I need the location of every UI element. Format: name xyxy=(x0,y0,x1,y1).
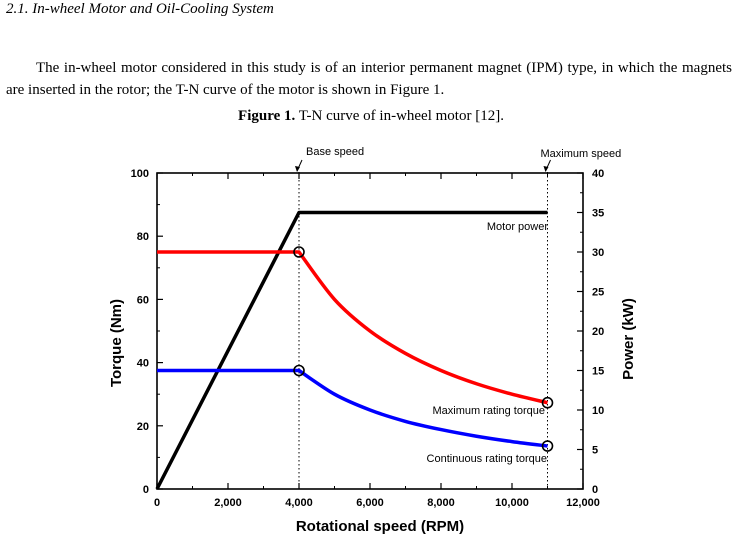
chart-axes xyxy=(156,172,584,490)
y-tick-label: 20 xyxy=(137,421,149,433)
series-line xyxy=(157,250,548,405)
annotation-base-speed: Base speed xyxy=(306,146,364,158)
figure-label: Figure 1. xyxy=(238,108,296,124)
y2-tick-label: 5 xyxy=(592,445,598,457)
annotation-motor-power: Motor power xyxy=(487,221,548,233)
reference-lines xyxy=(295,159,551,489)
x-axis-title: Rotational speed (RPM) xyxy=(296,518,464,535)
data-marker xyxy=(541,440,554,452)
reference-arrow-head xyxy=(543,166,549,172)
y2-tick-label: 20 xyxy=(592,326,604,338)
x-tick-label: 6,000 xyxy=(356,497,384,509)
x-tick-label: 10,000 xyxy=(495,497,529,509)
annotation-cont-torque: Continuous rating torque xyxy=(427,453,547,465)
body-paragraph: The in-wheel motor considered in this st… xyxy=(6,60,732,98)
y-axis-title: Torque (Nm) xyxy=(108,299,125,387)
data-marker xyxy=(293,246,305,258)
x-tick-label: 12,000 xyxy=(566,497,600,509)
y-tick-label: 0 xyxy=(143,484,149,496)
chart-labels: 0 2,000 4,000 6,000 8,000 10,000 12,0000204060… xyxy=(108,146,637,535)
y-tick-label: 60 xyxy=(137,294,149,306)
series-line xyxy=(155,210,548,490)
data-marker xyxy=(293,364,305,377)
data-marker xyxy=(541,396,554,409)
x-tick-label: 2,000 xyxy=(214,497,242,509)
y2-tick-label: 15 xyxy=(592,366,604,378)
y-tick-label: 40 xyxy=(137,358,149,370)
y2-axis-title: Power (kW) xyxy=(620,298,637,380)
series-line xyxy=(157,368,548,448)
y2-tick-label: 40 xyxy=(592,168,604,180)
figure-caption: Figure 1. T-N curve of in-wheel motor [1… xyxy=(0,108,742,125)
figure-caption-text: T-N curve of in-wheel motor [12]. xyxy=(298,108,504,124)
section-heading: 2.1. In-wheel Motor and Oil-Cooling Syst… xyxy=(6,1,274,17)
annotation-maximum-speed: Maximum speed xyxy=(541,148,622,160)
x-tick-label: 4,000 xyxy=(285,497,313,509)
x-tick-label: 8,000 xyxy=(427,497,455,509)
y2-tick-label: 35 xyxy=(592,208,604,220)
y2-tick-label: 0 xyxy=(592,484,598,496)
annotation-max-torque: Maximum rating torque xyxy=(433,405,546,417)
y2-tick-label: 25 xyxy=(592,287,604,299)
y-tick-label: 80 xyxy=(137,231,149,243)
y-tick-label: 100 xyxy=(131,168,149,180)
y2-tick-label: 10 xyxy=(592,405,604,417)
y2-tick-label: 30 xyxy=(592,247,604,259)
reference-arrow-head xyxy=(295,166,300,172)
x-tick-label: 0 xyxy=(154,497,160,509)
chart-markers xyxy=(293,246,554,452)
chart-series xyxy=(155,210,548,490)
